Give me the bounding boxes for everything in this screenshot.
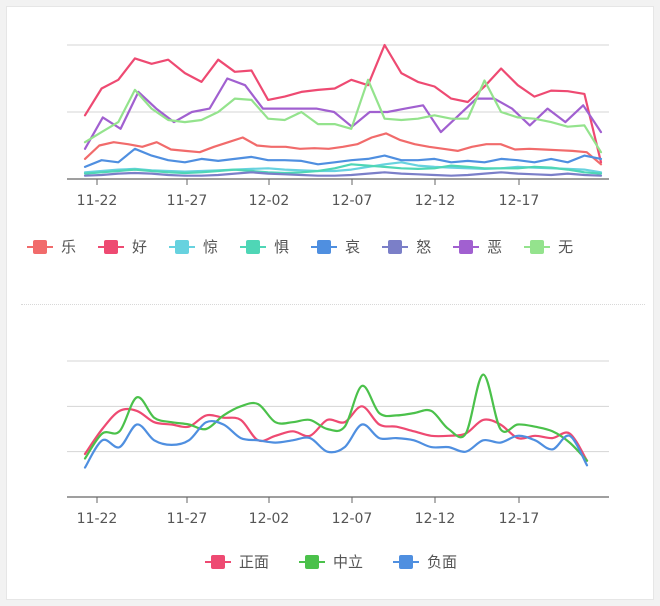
emotion-x-tick-label: 12-07 [332,193,373,209]
sentiment-x-tick-label: 11-27 [167,511,208,527]
legend-label: 乐 [61,238,77,256]
legend-swatch-icon [240,239,267,254]
emotion-legend-item[interactable]: 怒 [382,236,431,257]
sentiment-x-tick-label: 12-17 [499,511,540,527]
sentiment-line-chart: 11-22 11-27 12-02 12-07 12-12 12-17 [67,360,609,527]
emotion-legend-item[interactable]: 恶 [453,236,502,257]
legend-label: 惧 [274,238,290,256]
emotion-series-line-2[interactable] [83,161,603,174]
legend-label: 恶 [487,238,503,256]
emotion-legend-item[interactable]: 哀 [311,236,360,257]
emotion-legend-item[interactable]: 无 [524,236,573,257]
emotion-x-tick-label: 12-02 [249,193,290,209]
emotion-x-tick-label: 12-12 [415,193,456,209]
emotion-legend-item[interactable]: 好 [98,236,147,257]
legend-label: 惊 [203,238,219,256]
legend-swatch-icon [382,239,409,254]
sentiment-series-line-1[interactable] [83,373,589,462]
emotion-series-line-7[interactable] [83,78,603,154]
legend-swatch-icon [169,239,196,254]
sentiment-series-line-0[interactable] [83,405,589,462]
legend-label: 哀 [345,238,361,256]
legend-swatch-icon [98,239,125,254]
sentiment-legend-item[interactable]: 正面 [205,551,269,572]
sentiment-x-tick-label: 12-07 [332,511,373,527]
legend-swatch-icon [453,239,480,254]
legend-label: 负面 [427,553,458,571]
emotion-series-line-5[interactable] [83,171,603,177]
sentiment-x-tick-label: 11-22 [77,511,118,527]
emotion-legend-item[interactable]: 惧 [240,236,289,257]
sentiment-x-tick-label: 12-02 [249,511,290,527]
legend-label: 好 [132,238,148,256]
emotion-legend-item[interactable]: 惊 [169,236,218,257]
legend-label: 无 [558,238,574,256]
emotion-series-line-4[interactable] [83,147,603,168]
emotion-x-tick-label: 11-22 [77,193,118,209]
section-divider [21,304,645,305]
emotion-x-tick-label: 11-27 [167,193,208,209]
legend-swatch-icon [205,554,231,569]
chart-card: 11-22 11-27 12-02 12-07 12-12 12-17 乐好惊惧哀怒恶无 … [6,6,654,600]
sentiment-chart-legend: 正面 中立 负面 [205,551,487,572]
legend-swatch-icon [299,554,326,569]
legend-swatch-icon [27,239,53,254]
emotion-series-line-1[interactable] [83,43,603,164]
emotion-x-tick-label: 12-17 [499,193,540,209]
emotion-series-line-0[interactable] [83,132,603,166]
emotion-chart-legend: 乐好惊惧哀怒恶无 [27,236,657,257]
legend-swatch-icon [311,239,338,254]
emotion-legend-item[interactable]: 乐 [27,236,76,257]
legend-swatch-icon [393,554,420,569]
legend-label: 怒 [416,238,432,256]
sentiment-legend-item[interactable]: 中立 [299,551,363,572]
legend-swatch-icon [524,239,551,254]
emotion-series-line-3[interactable] [83,163,603,175]
sentiment-legend-item[interactable]: 负面 [393,551,457,572]
legend-label: 正面 [239,553,270,571]
legend-label: 中立 [333,553,364,571]
sentiment-series-line-2[interactable] [83,419,589,469]
emotion-line-chart: 11-22 11-27 12-02 12-07 12-12 12-17 [67,43,609,209]
sentiment-x-tick-label: 12-12 [415,511,456,527]
